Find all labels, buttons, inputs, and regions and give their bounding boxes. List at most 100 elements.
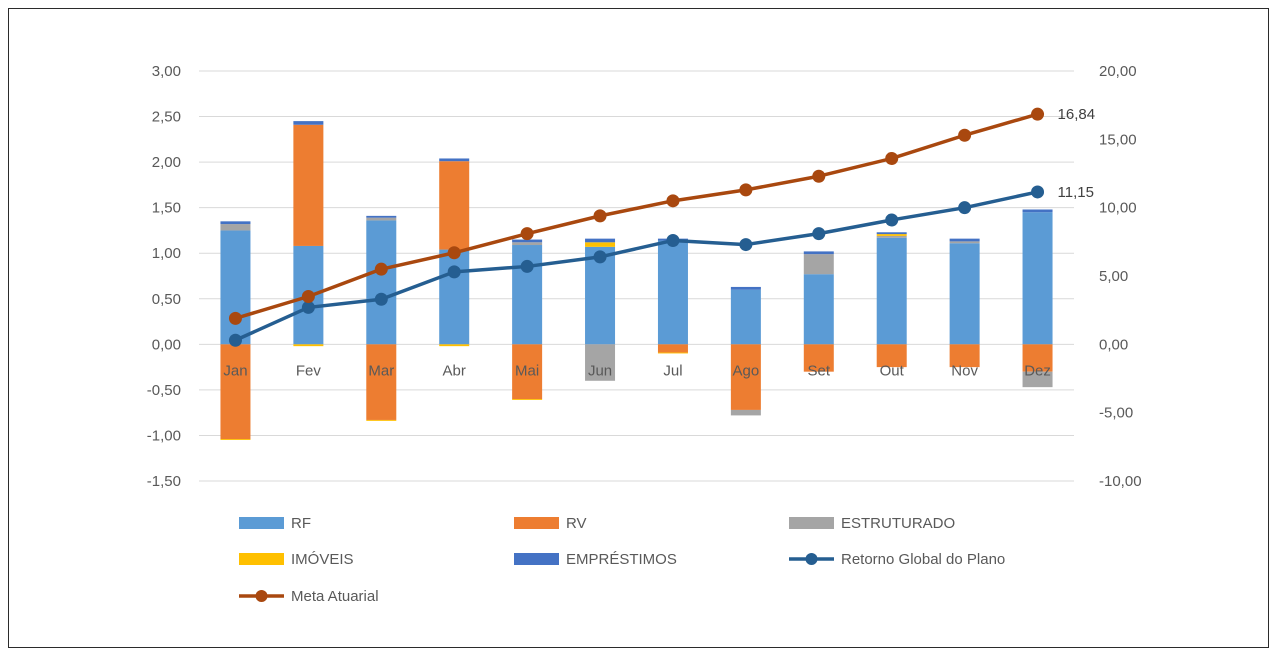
point-retorno-global-do-plano: [228, 333, 242, 347]
point-meta-atuarial: [666, 194, 680, 208]
bar-empr-stimos: [876, 232, 907, 235]
category-label: Jul: [663, 362, 682, 379]
bar-im-veis: [512, 399, 543, 400]
bar-rv: [876, 344, 907, 368]
bar-rv: [1022, 344, 1053, 372]
bar-estruturado: [585, 344, 616, 381]
point-retorno-global-do-plano: [447, 265, 461, 279]
bar-rf: [730, 289, 761, 345]
legend-label: EMPRÉSTIMOS: [566, 551, 677, 568]
bar-estruturado: [949, 241, 980, 244]
right-tick-label: 20,00: [1099, 63, 1137, 80]
category-labels: Jan Fev Mar Abr Mai Jun Jul Ago Set Out Nov Dez: [223, 362, 1051, 379]
category-label: Set: [808, 362, 831, 379]
point-retorno-global-do-plano: [593, 250, 607, 264]
bar-im-veis: [220, 439, 251, 440]
bar-rf: [876, 237, 907, 345]
legend-swatch-rf: [239, 517, 284, 529]
stacked-bars: [220, 121, 1053, 440]
bar-rf: [1022, 212, 1053, 345]
bar-rf: [366, 220, 397, 345]
category-label: Ago: [733, 362, 760, 379]
bar-rf: [803, 274, 834, 345]
left-tick-label: -1,00: [147, 427, 181, 444]
point-meta-atuarial: [447, 246, 461, 260]
left-tick-label: 3,00: [152, 63, 181, 80]
bar-im-veis: [657, 352, 688, 354]
left-tick-label: -0,50: [147, 382, 181, 399]
line-meta-atuarial: [234, 112, 1039, 321]
bar-estruturado: [1022, 371, 1053, 388]
bar-empr-stimos: [293, 121, 324, 125]
bar-rv: [220, 344, 251, 440]
line-series: 11,15 16,84: [228, 106, 1096, 347]
point-meta-atuarial: [520, 227, 534, 241]
bar-rv: [730, 344, 761, 410]
left-tick-label: 2,00: [152, 154, 181, 171]
category-label: Out: [880, 362, 905, 379]
bar-estruturado: [803, 254, 834, 275]
gridlines: [199, 70, 1074, 482]
right-tick-label: -10,00: [1099, 473, 1142, 490]
legend-label: Meta Atuarial: [291, 588, 379, 605]
point-retorno-global-do-plano: [520, 259, 534, 273]
bar-rf: [220, 230, 251, 345]
right-tick-label: 15,00: [1099, 131, 1137, 148]
bar-empr-stimos: [730, 286, 761, 290]
category-label: Fev: [296, 362, 322, 379]
left-tick-label: 1,00: [152, 245, 181, 262]
left-tick-label: 1,50: [152, 200, 181, 217]
legend-label: Retorno Global do Plano: [841, 551, 1005, 568]
bar-empr-stimos: [366, 215, 397, 218]
point-meta-atuarial: [812, 169, 826, 183]
point-meta-atuarial: [228, 311, 242, 325]
bar-rv: [803, 344, 834, 372]
bar-im-veis: [876, 234, 907, 236]
right-tick-label: 10,00: [1099, 200, 1137, 217]
category-label: Mar: [368, 362, 394, 379]
bar-empr-stimos: [949, 238, 980, 242]
point-retorno-global-do-plano: [885, 213, 899, 227]
point-retorno-global-do-plano: [374, 292, 388, 306]
bar-estruturado: [730, 409, 761, 416]
right-tick-label: 0,00: [1099, 336, 1128, 353]
legend-label: RF: [291, 515, 311, 532]
point-meta-atuarial: [739, 183, 753, 197]
bar-rf: [657, 240, 688, 345]
legend-marker-retorno-global-do-plano: [805, 553, 818, 565]
bar-rv: [439, 161, 470, 250]
bar-rv: [293, 124, 324, 246]
bar-empr-stimos: [803, 251, 834, 255]
legend-swatch-rv: [514, 517, 559, 529]
bar-empr-stimos: [439, 158, 470, 162]
right-tick-label: -5,00: [1099, 405, 1133, 422]
bar-empr-stimos: [585, 238, 616, 243]
category-label: Jun: [588, 362, 612, 379]
bar-rf: [949, 243, 980, 345]
left-tick-label: 2,50: [152, 109, 181, 126]
point-meta-atuarial: [885, 151, 899, 165]
combo-chart: 3,00 2,50 2,00 1,50 1,00 0,50 0,00 -0,50 -1,00 -1…: [147, 63, 1142, 605]
legend-label: IMÓVEIS: [291, 551, 354, 568]
legend-swatch-im-veis: [239, 553, 284, 565]
left-tick-label: 0,00: [152, 336, 181, 353]
category-label: Jan: [223, 362, 247, 379]
bar-rf: [512, 245, 543, 345]
chart-frame: 3,00 2,50 2,00 1,50 1,00 0,50 0,00 -0,50 -1,00 -1…: [8, 8, 1269, 648]
point-meta-atuarial: [301, 290, 315, 303]
point-retorno-global-do-plano: [1031, 185, 1045, 199]
data-label-meta-atuarial: 16,84: [1058, 106, 1096, 123]
category-label: Abr: [443, 362, 466, 379]
bar-im-veis: [366, 419, 397, 421]
bar-estruturado: [876, 235, 907, 238]
point-retorno-global-do-plano: [812, 227, 826, 241]
category-label: Dez: [1024, 362, 1051, 379]
left-tick-label: -1,50: [147, 473, 181, 490]
legend-label: RV: [566, 515, 587, 532]
bar-rv: [949, 344, 980, 368]
bar-empr-stimos: [512, 239, 543, 243]
category-label: Nov: [951, 362, 978, 379]
bar-empr-stimos: [1022, 209, 1053, 213]
point-retorno-global-do-plano: [666, 233, 680, 247]
bar-estruturado: [220, 224, 251, 231]
